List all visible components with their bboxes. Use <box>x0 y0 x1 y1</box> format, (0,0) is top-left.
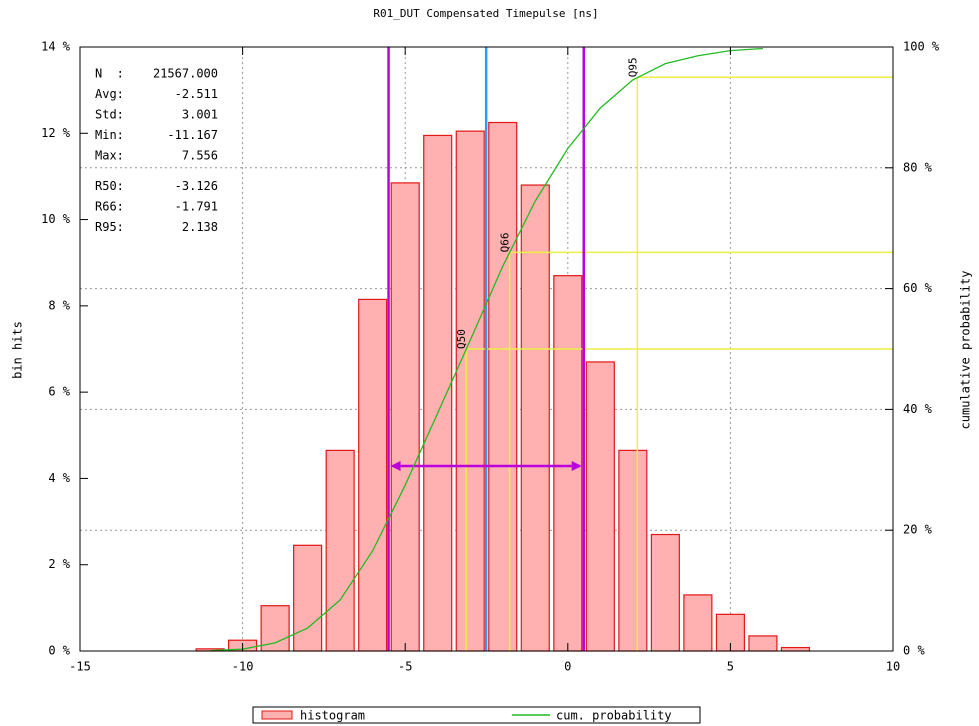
stat-value: -1.791 <box>175 200 218 214</box>
stat-name: Std: <box>95 108 124 122</box>
bar <box>455 130 485 652</box>
bar <box>488 121 518 652</box>
line <box>210 47 763 652</box>
stat-name: Max: <box>95 149 124 163</box>
y2-tick-label: 40 % <box>903 402 933 416</box>
bar <box>683 594 713 652</box>
legend-swatch <box>261 710 293 720</box>
stat-value: 7.556 <box>182 149 218 163</box>
bar <box>325 449 355 652</box>
bar <box>358 298 388 652</box>
bar <box>390 182 420 652</box>
legend-label: histogram <box>300 709 365 723</box>
y-tick-label: 14 % <box>41 40 71 54</box>
quantile-label: Q50 <box>455 329 468 349</box>
legend-label: cum. probability <box>556 709 672 723</box>
stat-name: Avg: <box>95 87 124 101</box>
bar <box>423 134 453 652</box>
stat-name: R50: <box>95 179 124 193</box>
y-tick-label: 2 % <box>48 557 70 571</box>
x-tick-label: -15 <box>69 660 91 674</box>
y2-tick-label: 0 % <box>903 644 925 658</box>
y-tick-label: 12 % <box>41 126 71 140</box>
bar <box>585 361 615 652</box>
bar <box>293 544 323 652</box>
stat-value: -2.511 <box>175 87 218 101</box>
bar <box>618 449 648 652</box>
x-tick-label: 10 <box>886 660 900 674</box>
y-tick-label: 8 % <box>48 298 70 312</box>
plot-frame <box>79 46 894 652</box>
bar <box>748 635 778 652</box>
legend-box <box>252 706 701 724</box>
stat-name: R95: <box>95 220 124 234</box>
x-tick-label: 0 <box>564 660 571 674</box>
stat-name: N : <box>95 67 124 81</box>
chart-title: R01_DUT Compensated Timepulse [ns] <box>373 7 598 20</box>
bar <box>780 646 811 652</box>
stat-value: 2.138 <box>182 220 218 234</box>
quantile-label: Q95 <box>626 57 639 77</box>
stat-value: 21567.000 <box>153 67 218 81</box>
bar <box>520 184 550 652</box>
y-tick-label: 6 % <box>48 385 70 399</box>
x-tick-label: -10 <box>232 660 254 674</box>
stat-value: -3.126 <box>175 179 218 193</box>
y-axis-label: bin hits <box>11 321 25 379</box>
quantile-label: Q66 <box>499 232 512 252</box>
y-tick-label: 10 % <box>41 212 71 226</box>
stat-value: 3.001 <box>182 108 218 122</box>
y2-tick-label: 100 % <box>903 40 940 54</box>
y2-tick-label: 60 % <box>903 281 933 295</box>
stat-value: -11.167 <box>167 128 218 142</box>
stat-name: R66: <box>95 200 124 214</box>
x-tick-label: -5 <box>398 660 412 674</box>
y-tick-label: 0 % <box>48 644 70 658</box>
y-tick-label: 4 % <box>48 471 70 485</box>
x-tick-label: 5 <box>727 660 734 674</box>
y2-tick-label: 20 % <box>903 523 933 537</box>
y2-axis-label: cumulative probability <box>959 271 973 430</box>
bar <box>553 275 583 652</box>
bar <box>650 533 680 652</box>
stat-name: Min: <box>95 128 124 142</box>
y2-tick-label: 80 % <box>903 160 933 174</box>
